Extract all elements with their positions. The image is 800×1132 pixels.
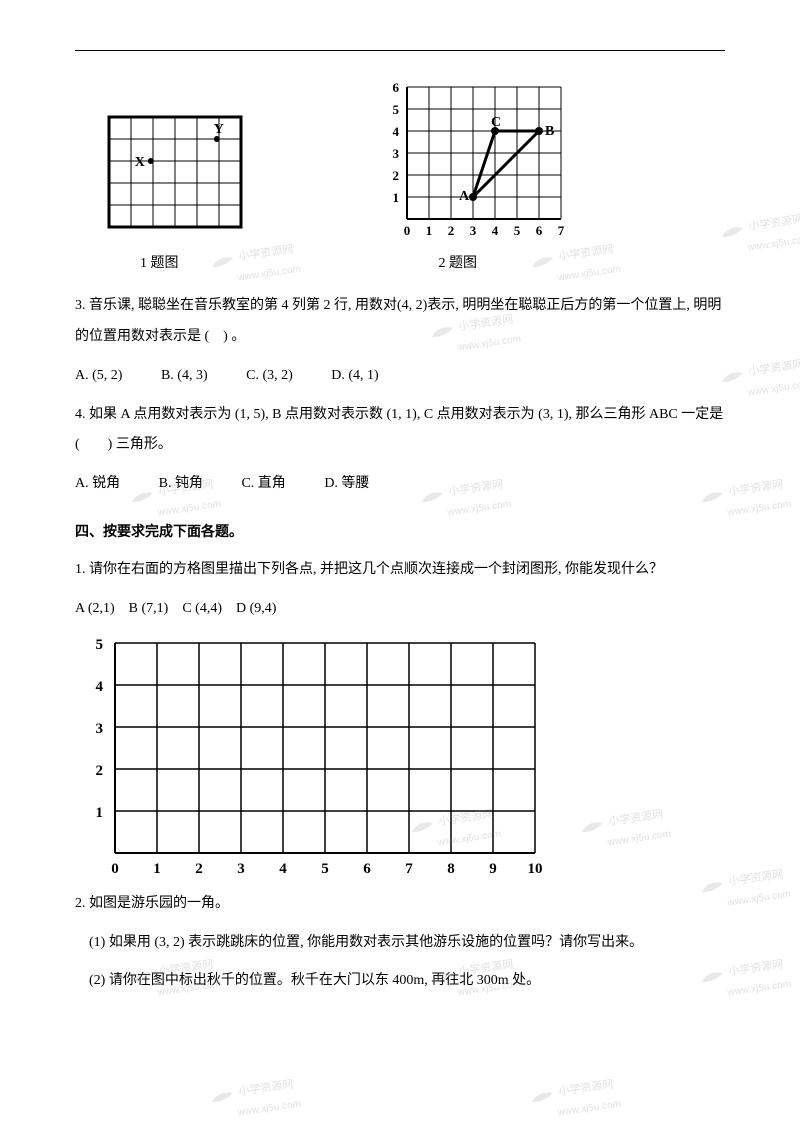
svg-text:10: 10 [528,861,543,877]
svg-text:X: X [135,155,145,170]
svg-text:0: 0 [404,223,411,238]
svg-text:2: 2 [96,763,104,779]
s4-q2-text: 2. 如图是游乐园的一角。 [75,889,725,920]
svg-text:2: 2 [448,223,455,238]
question-3-text: 3. 音乐课, 聪聪坐在音乐教室的第 4 列第 2 行, 用数对(4, 2)表示… [75,291,725,353]
svg-text:0: 0 [111,861,119,877]
svg-text:Y: Y [214,122,224,137]
svg-text:1: 1 [426,223,433,238]
watermark: 小学资源网www.xj5u.com [208,1074,303,1127]
q4-option-a: A. 锐角 [75,476,120,491]
q3-option-c: C. (3, 2) [246,368,293,383]
svg-text:5: 5 [514,223,521,238]
svg-text:5: 5 [96,637,104,653]
figure-2-svg: 01234567123456ABC [385,81,567,241]
svg-text:5: 5 [393,102,400,117]
svg-text:3: 3 [96,721,104,737]
svg-text:4: 4 [279,861,287,877]
svg-text:4: 4 [393,124,400,139]
figure-1-caption: 1 题图 [140,251,179,276]
question-4-options: A. 锐角 B. 钝角 C. 直角 D. 等腰 [75,469,725,500]
q3-option-a: A. (5, 2) [75,368,122,383]
q3-option-b: B. (4, 3) [161,368,208,383]
svg-text:2: 2 [195,861,203,877]
horizontal-rule [75,50,725,51]
q4-option-c: C. 直角 [241,476,285,491]
figure-2: 01234567123456ABC [385,81,567,241]
svg-text:1: 1 [153,861,161,877]
svg-text:3: 3 [470,223,477,238]
svg-text:3: 3 [393,146,400,161]
caption-row: 1 题图 2 题图 [75,251,725,276]
figure-1: XY [105,113,265,241]
svg-text:6: 6 [393,81,400,95]
svg-text:4: 4 [96,679,104,695]
svg-text:1: 1 [96,805,104,821]
svg-text:5: 5 [321,861,329,877]
s4-q2-sub2: (2) 请你在图中标出秋千的位置。秋千在大门以东 400m, 再往北 300m … [75,966,725,997]
svg-text:8: 8 [447,861,455,877]
figure-1-svg: XY [105,113,265,241]
s4-q1-text: 1. 请你在右面的方格图里描出下列各点, 并把这几个点顺次连接成一个封闭图形, … [75,555,725,586]
watermark: 小学资源网www.xj5u.com [528,1074,623,1127]
s4-q1-grid-svg: 0 1 2 3 4 5 6 7 8 9 10 1 2 3 4 5 [85,635,543,879]
svg-text:1: 1 [393,190,400,205]
svg-text:7: 7 [405,861,413,877]
svg-text:6: 6 [363,861,371,877]
s4-q1-grid: 0 1 2 3 4 5 6 7 8 9 10 1 2 3 4 5 [85,635,725,879]
q3-option-d: D. (4, 1) [331,368,378,383]
watermark: 小学资源网www.xj5u.com [718,354,800,407]
section-4-heading: 四、按要求完成下面各题。 [75,520,725,545]
q4-option-d: D. 等腰 [324,476,369,491]
svg-text:6: 6 [536,223,543,238]
svg-text:3: 3 [237,861,245,877]
svg-text:A: A [459,189,470,204]
svg-text:B: B [545,124,554,139]
figure-2-caption: 2 题图 [439,251,478,276]
q4-option-b: B. 钝角 [159,476,203,491]
watermark: 小学资源网www.xj5u.com [718,209,800,262]
svg-text:C: C [491,115,501,130]
svg-text:4: 4 [492,223,499,238]
s4-q2-sub1: (1) 如果用 (3, 2) 表示跳跳床的位置, 你能用数对表示其他游乐设施的位… [75,928,725,959]
question-3-options: A. (5, 2) B. (4, 3) C. (3, 2) D. (4, 1) [75,361,725,392]
figures-row: XY 01234567123456ABC [105,81,725,241]
s4-q1-points: A (2,1) B (7,1) C (4,4) D (9,4) [75,594,725,625]
svg-text:2: 2 [393,168,400,183]
question-4-text: 4. 如果 A 点用数对表示为 (1, 5), B 点用数对表示数 (1, 1)… [75,400,725,462]
svg-text:7: 7 [558,223,565,238]
svg-text:9: 9 [489,861,497,877]
